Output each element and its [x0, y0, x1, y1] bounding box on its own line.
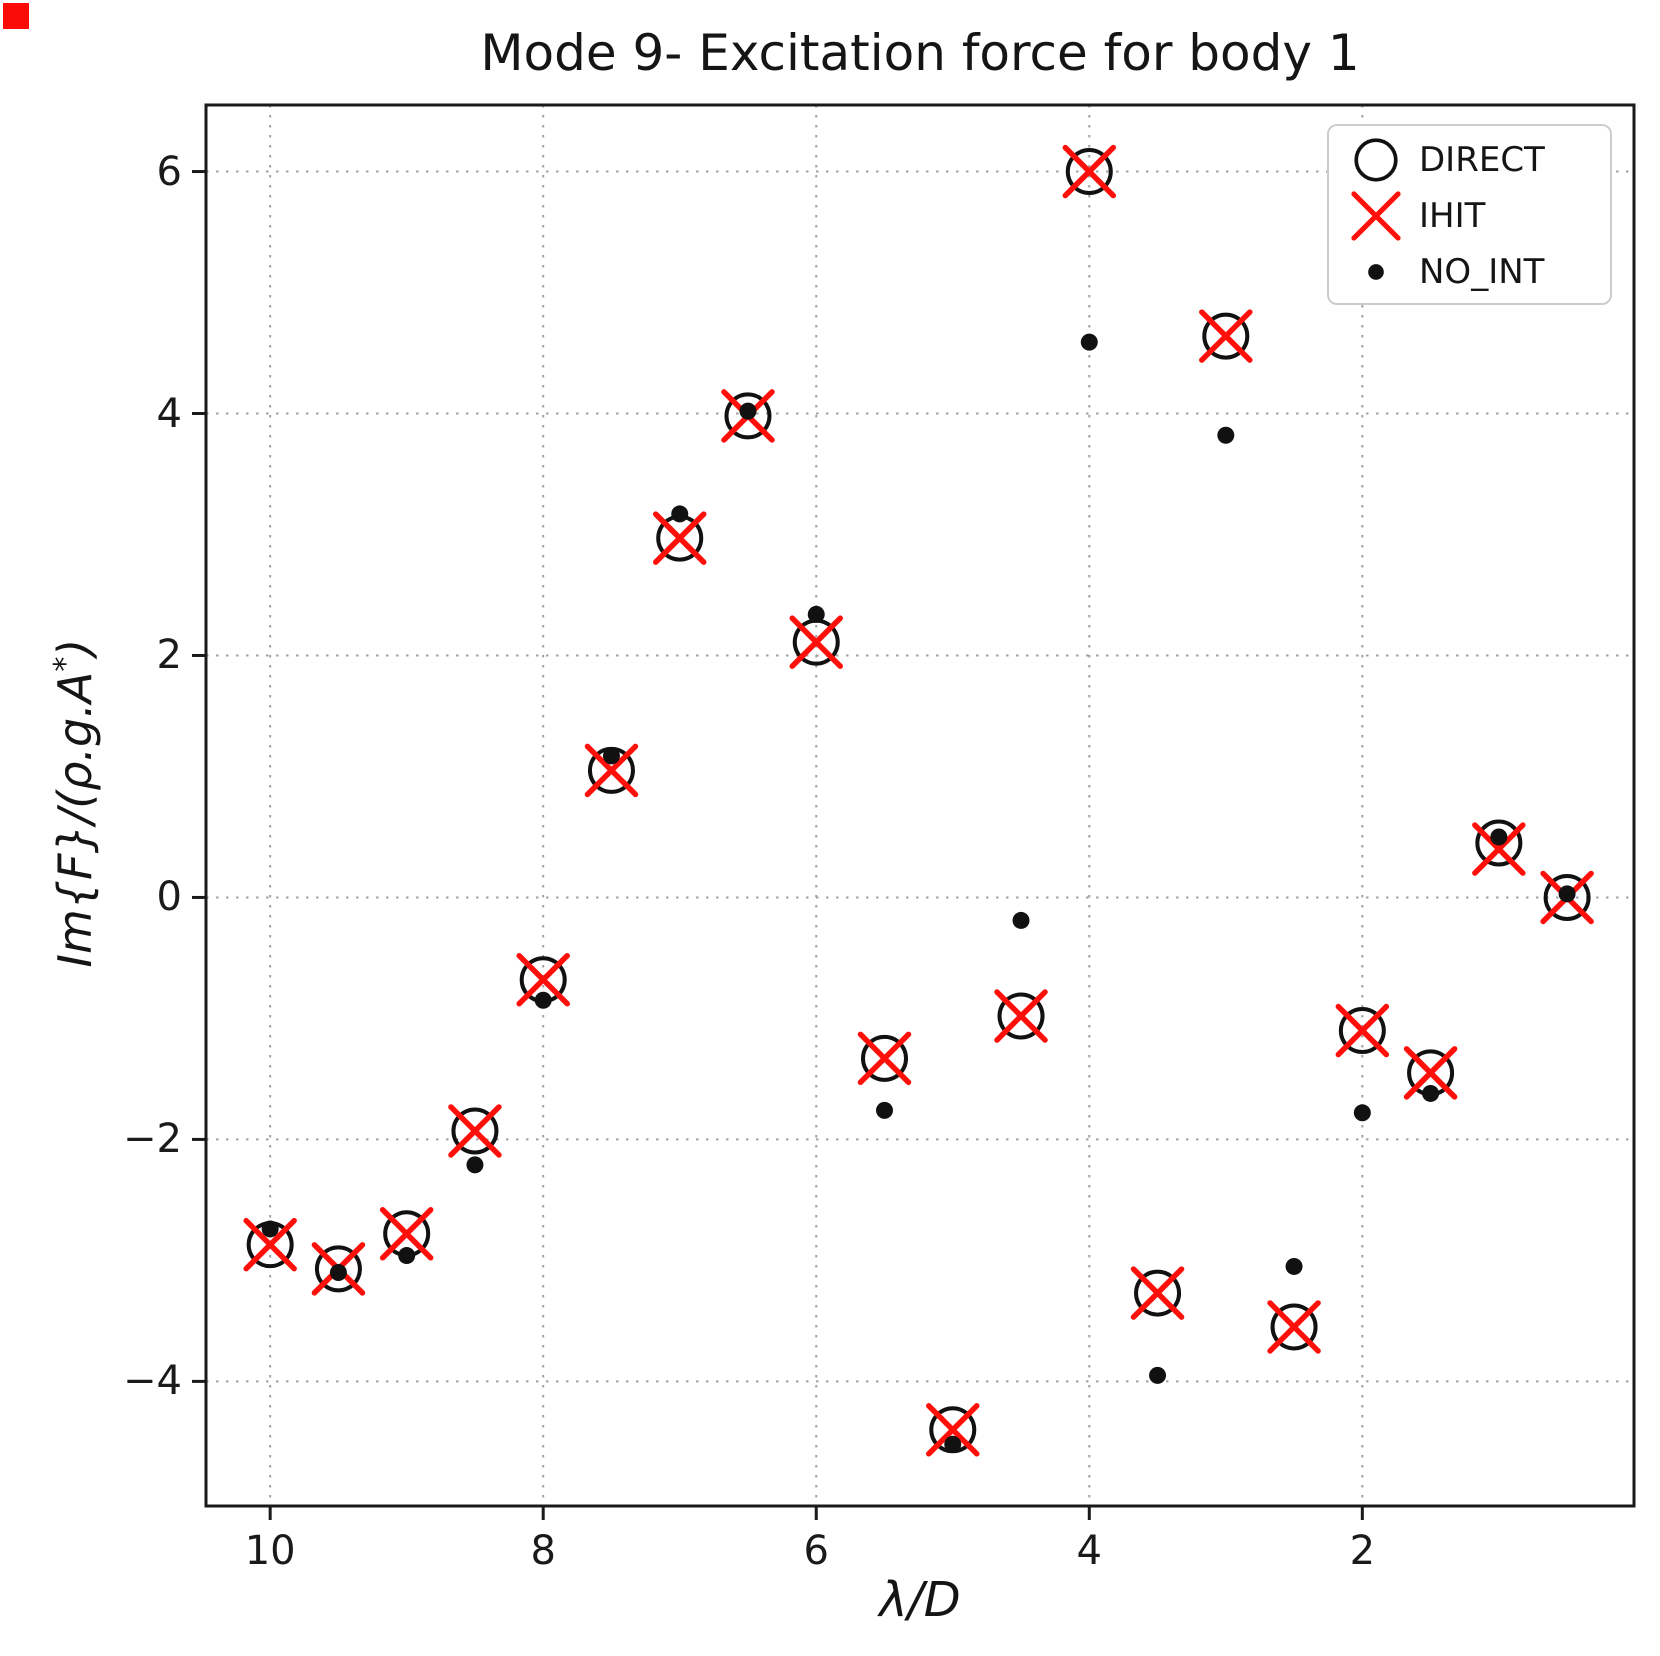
- direct-marker: [1270, 1303, 1318, 1351]
- series-ihit: [243, 144, 1594, 1457]
- no-int-marker: [1422, 1084, 1440, 1102]
- no-int-marker: [1490, 828, 1508, 846]
- legend-label: DIRECT: [1419, 140, 1545, 180]
- gridlines: [206, 105, 1634, 1506]
- ihit-marker: [448, 1104, 502, 1158]
- no-int-marker: [1149, 1366, 1167, 1384]
- x-tick-label: 10: [244, 1528, 296, 1574]
- x-tick-label: 4: [1076, 1528, 1103, 1574]
- direct-marker: [724, 392, 772, 440]
- ihit-marker: [1351, 191, 1401, 241]
- no-int-marker: [1012, 911, 1030, 929]
- legend-label: IHIT: [1419, 196, 1486, 236]
- y-tick-label: 0: [156, 874, 182, 921]
- direct-marker: [1065, 148, 1113, 196]
- legend-entry-no_int: NO_INT: [1333, 244, 1606, 300]
- no-int-marker: [1558, 885, 1576, 903]
- y-tick-label: −2: [123, 1116, 182, 1163]
- direct-marker: [451, 1107, 499, 1155]
- ihit-marker: [1335, 1003, 1390, 1058]
- y-tick-label: −4: [123, 1358, 182, 1405]
- ihit-marker: [857, 1031, 912, 1086]
- y-tick-label: 6: [156, 148, 182, 195]
- ihit-marker: [584, 743, 639, 798]
- y-axis-label-close: ): [48, 638, 103, 657]
- legend-label: NO_INT: [1419, 252, 1545, 292]
- dot-icon: [1333, 244, 1419, 300]
- red-corner-mark: [3, 3, 29, 29]
- direct-marker: [1543, 873, 1591, 921]
- ihit-marker: [1062, 144, 1117, 199]
- no-int-marker: [329, 1264, 347, 1281]
- ihit-marker: [994, 989, 1048, 1043]
- tick-marks: [192, 170, 1364, 1520]
- ihit-marker: [243, 1217, 297, 1272]
- direct-marker: [314, 1245, 362, 1293]
- no-int-marker: [876, 1101, 894, 1119]
- direct-marker: [1354, 138, 1398, 182]
- direct-marker: [997, 992, 1045, 1040]
- y-tick-label: 4: [156, 390, 182, 437]
- no-int-marker: [466, 1156, 484, 1174]
- y-tick-label: 2: [156, 632, 182, 679]
- direct-marker: [1134, 1269, 1182, 1317]
- y-axis-label: Im{F}/(ρ.g.A*): [48, 88, 102, 1518]
- legend: DIRECT IHIT NO_INT: [1327, 124, 1612, 305]
- chart-title: Mode 9- Excitation force for body 1: [480, 24, 1360, 82]
- ihit-marker: [1267, 1300, 1321, 1354]
- no-int-marker: [739, 402, 757, 420]
- ihit-marker: [1199, 309, 1253, 363]
- direct-marker: [1338, 1007, 1386, 1055]
- no-int-marker: [1353, 1104, 1371, 1122]
- y-axis-label-superscript: *: [47, 656, 83, 672]
- no-int-marker: [1217, 426, 1235, 444]
- ihit-marker: [1130, 1266, 1185, 1320]
- no-int-marker: [1368, 264, 1384, 280]
- no-int-marker: [534, 991, 552, 1009]
- no-int-marker: [398, 1247, 416, 1265]
- series-no_int: [261, 333, 1576, 1453]
- no-int-marker: [261, 1220, 279, 1238]
- no-int-marker: [671, 505, 689, 523]
- ihit-marker: [516, 952, 570, 1007]
- legend-entry-ihit: IHIT: [1333, 188, 1606, 244]
- ihit-marker: [789, 615, 843, 669]
- x-axis-label: λ/D: [879, 1572, 961, 1628]
- ihit-marker: [1403, 1046, 1458, 1100]
- y-axis-label-text: Im{F}/(ρ.g.A: [48, 671, 103, 968]
- ihit-marker: [379, 1207, 434, 1261]
- direct-marker: [861, 1034, 909, 1082]
- ihit-marker: [652, 511, 707, 565]
- circle-icon: [1333, 132, 1419, 188]
- direct-marker: [1475, 819, 1523, 867]
- ihit-marker: [926, 1403, 980, 1457]
- no-int-marker: [944, 1435, 962, 1453]
- x-icon: [1333, 188, 1419, 244]
- no-int-marker: [807, 605, 825, 623]
- no-int-marker: [1080, 333, 1098, 351]
- x-tick-label: 2: [1349, 1528, 1376, 1574]
- ihit-marker: [1472, 822, 1526, 876]
- series-direct: [246, 148, 1591, 1454]
- x-tick-label: 8: [530, 1528, 556, 1574]
- plot-border: [204, 103, 1636, 1508]
- direct-marker: [1202, 312, 1250, 360]
- x-tick-label: 6: [803, 1528, 829, 1574]
- legend-entry-direct: DIRECT: [1333, 132, 1606, 188]
- no-int-marker: [602, 747, 620, 765]
- no-int-marker: [1285, 1257, 1303, 1275]
